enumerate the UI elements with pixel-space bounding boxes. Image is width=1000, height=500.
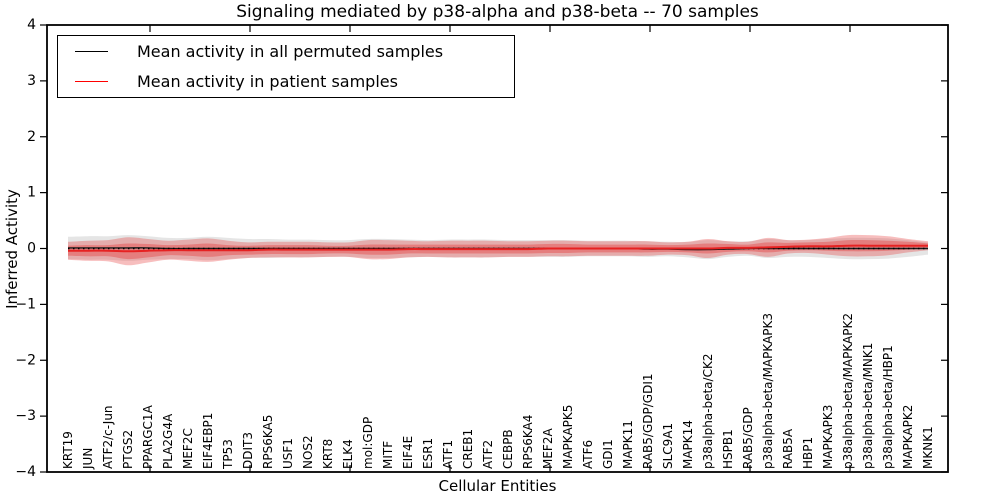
- x-entity-label: NOS2: [301, 435, 315, 469]
- x-entity-label: HBP1: [801, 437, 815, 469]
- legend-line-patient-icon: [75, 81, 108, 82]
- x-entity-label: MAPKAPK5: [561, 405, 575, 469]
- x-axis-label: Cellular Entities: [438, 477, 557, 495]
- x-entity-label: RAB5/GDP: [741, 407, 755, 469]
- x-entity-label: RAB5A: [781, 428, 795, 469]
- x-entity-label: p38alpha-beta/MAPKAPK2: [841, 313, 855, 469]
- x-entity-label: PTGS2: [121, 430, 135, 469]
- legend-item-permuted: Mean activity in all permuted samples: [58, 38, 514, 66]
- legend-label-permuted: Mean activity in all permuted samples: [137, 42, 444, 61]
- x-entity-label: p38alpha-beta/MNK1: [861, 343, 875, 469]
- y-tick-label: −1: [15, 296, 36, 312]
- x-entity-label: ATF6: [581, 440, 595, 469]
- x-entity-label: ATF1: [441, 440, 455, 469]
- x-entity-label: mol:GDP: [361, 417, 375, 469]
- x-entity-label: MAPKAPK3: [821, 405, 835, 469]
- x-entity-label: RAB5/GDP/GDI1: [641, 373, 655, 469]
- y-tick-label: 1: [27, 185, 36, 201]
- x-entity-label: DDIT3: [241, 432, 255, 469]
- y-tick-label: 3: [27, 73, 36, 89]
- x-entity-label: KRT19: [61, 431, 75, 469]
- x-entity-label: PPARGC1A: [141, 404, 155, 469]
- chart-title: Signaling mediated by p38-alpha and p38-…: [236, 2, 759, 22]
- x-entity-label: ESR1: [421, 438, 435, 469]
- patient-mean-line: [68, 244, 928, 253]
- x-entity-label: SLC9A1: [661, 423, 675, 469]
- x-entity-label: MAPK14: [681, 420, 695, 469]
- x-entity-label: USF1: [281, 438, 295, 469]
- x-entity-label: p38alpha-beta/CK2: [701, 354, 715, 469]
- x-entity-label: MAPKAPK2: [901, 405, 915, 469]
- x-entity-label: ATF2: [481, 440, 495, 469]
- legend-label-patient: Mean activity in patient samples: [137, 72, 398, 91]
- x-entity-label: KRT8: [321, 439, 335, 469]
- x-entity-label: MAPK11: [621, 420, 635, 469]
- x-entity-label: p38alpha-beta/HBP1: [881, 345, 895, 469]
- x-entity-label: EIF4E: [401, 436, 415, 469]
- y-tick-label: −2: [15, 352, 36, 368]
- x-entity-label: ELK4: [341, 439, 355, 469]
- legend: Mean activity in all permuted samples Me…: [57, 35, 515, 98]
- legend-line-permuted-icon: [75, 51, 108, 52]
- x-entity-label: JUN: [81, 448, 95, 470]
- x-entity-label: MITF: [381, 441, 395, 469]
- x-entity-label: GDI1: [601, 439, 615, 469]
- x-entity-label: RPS6KA5: [261, 415, 275, 469]
- x-entity-label: CEBPB: [501, 429, 515, 469]
- x-entity-label: EIF4EBP1: [201, 413, 215, 469]
- x-entity-label: p38alpha-beta/MAPKAPK3: [761, 313, 775, 469]
- y-tick-label: 0: [27, 241, 36, 257]
- legend-item-patient: Mean activity in patient samples: [58, 68, 514, 96]
- x-entity-label: MEF2C: [181, 428, 195, 469]
- x-entity-label: RPS6KA4: [521, 415, 535, 469]
- x-entity-label: PLA2G4A: [161, 413, 175, 469]
- x-entity-label: HSPB1: [721, 429, 735, 469]
- y-tick-label: 4: [27, 17, 36, 33]
- y-tick-label: −4: [15, 464, 36, 480]
- x-entity-label: TP53: [221, 439, 235, 470]
- y-tick-label: −3: [15, 408, 36, 424]
- x-entity-label: CREB1: [461, 429, 475, 469]
- x-entity-label: ATF2/c-Jun: [101, 405, 115, 469]
- y-tick-label: 2: [27, 129, 36, 145]
- x-entity-label: MEF2A: [541, 428, 555, 469]
- x-entity-label: MKNK1: [921, 426, 935, 469]
